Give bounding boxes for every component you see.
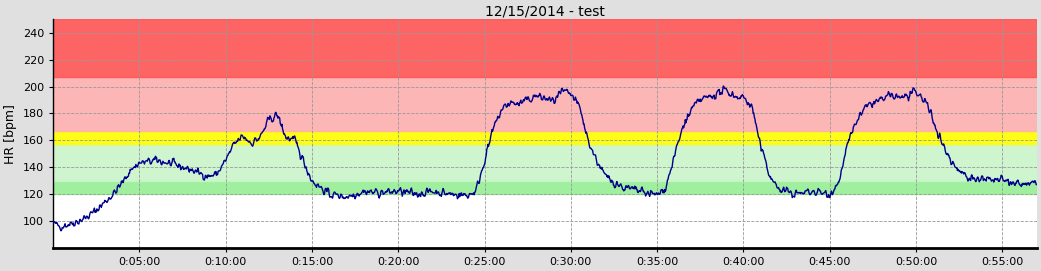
Bar xyxy=(53,144,1037,180)
Bar xyxy=(53,194,1037,248)
Bar xyxy=(53,77,1037,131)
Bar xyxy=(53,180,1037,194)
Bar xyxy=(53,19,1037,77)
Bar xyxy=(53,131,1037,144)
Y-axis label: HR [bpm]: HR [bpm] xyxy=(4,104,17,163)
Title: 12/15/2014 - test: 12/15/2014 - test xyxy=(485,4,605,18)
